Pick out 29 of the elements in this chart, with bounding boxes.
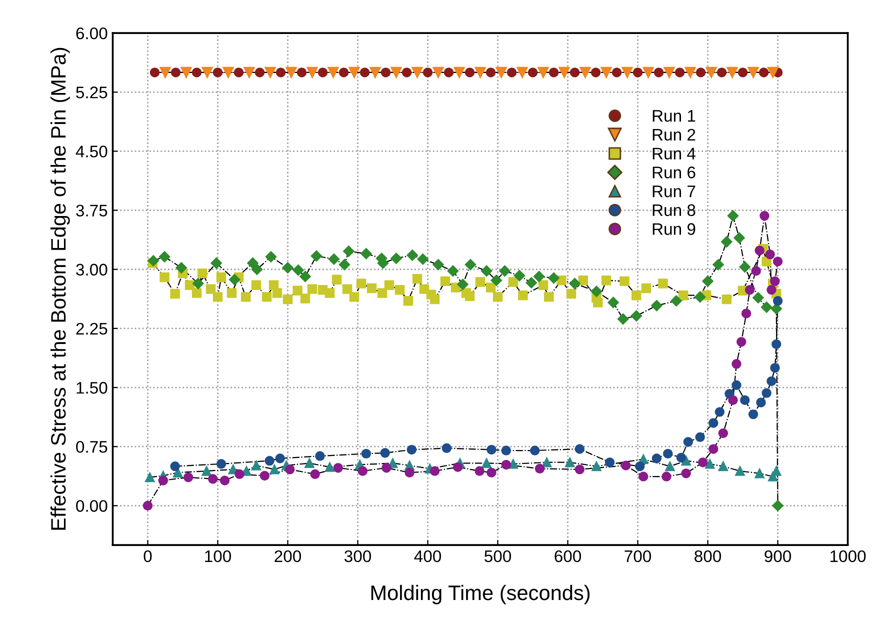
y-tick-label: 0.75 [76,440,108,453]
x-tick-label: 600 [554,550,582,562]
x-tick-label: 100 [205,550,232,562]
y-axis-title: Effective Stress at the Bottom Edge of the Pin (MPa) [50,48,70,530]
x-tick-label: 1000 [830,550,866,562]
legend-label: Run 8 [652,204,696,216]
y-tick-label: 3.75 [76,204,108,216]
x-tick-label: 900 [764,550,792,562]
x-tick-label: 700 [624,550,652,562]
legend-label: Run 1 [652,110,696,122]
y-tick-label: 0.00 [76,500,108,512]
x-tick-label: 400 [414,550,442,562]
x-tick-label: 500 [484,550,512,562]
y-tick-label: 5.25 [76,86,108,98]
x-axis-title: Molding Time (seconds) [371,584,590,604]
x-tick-label: 800 [694,550,722,562]
y-tick-label: 6.00 [76,27,108,40]
legend-label: Run 4 [652,148,696,160]
y-tick-label: 1.50 [76,382,108,394]
y-tick-label: 3.00 [76,264,108,276]
legend-label: Run 7 [652,186,696,198]
legend-label: Run 9 [652,223,696,235]
legend-label: Run 2 [652,128,696,141]
legend-label: Run 6 [652,166,696,178]
x-tick-label: 200 [274,550,302,562]
y-tick-label: 2.25 [76,322,108,335]
y-tick-label: 4.50 [76,146,108,158]
x-tick-label: 300 [344,550,372,562]
x-tick-label: 0 [144,550,152,562]
